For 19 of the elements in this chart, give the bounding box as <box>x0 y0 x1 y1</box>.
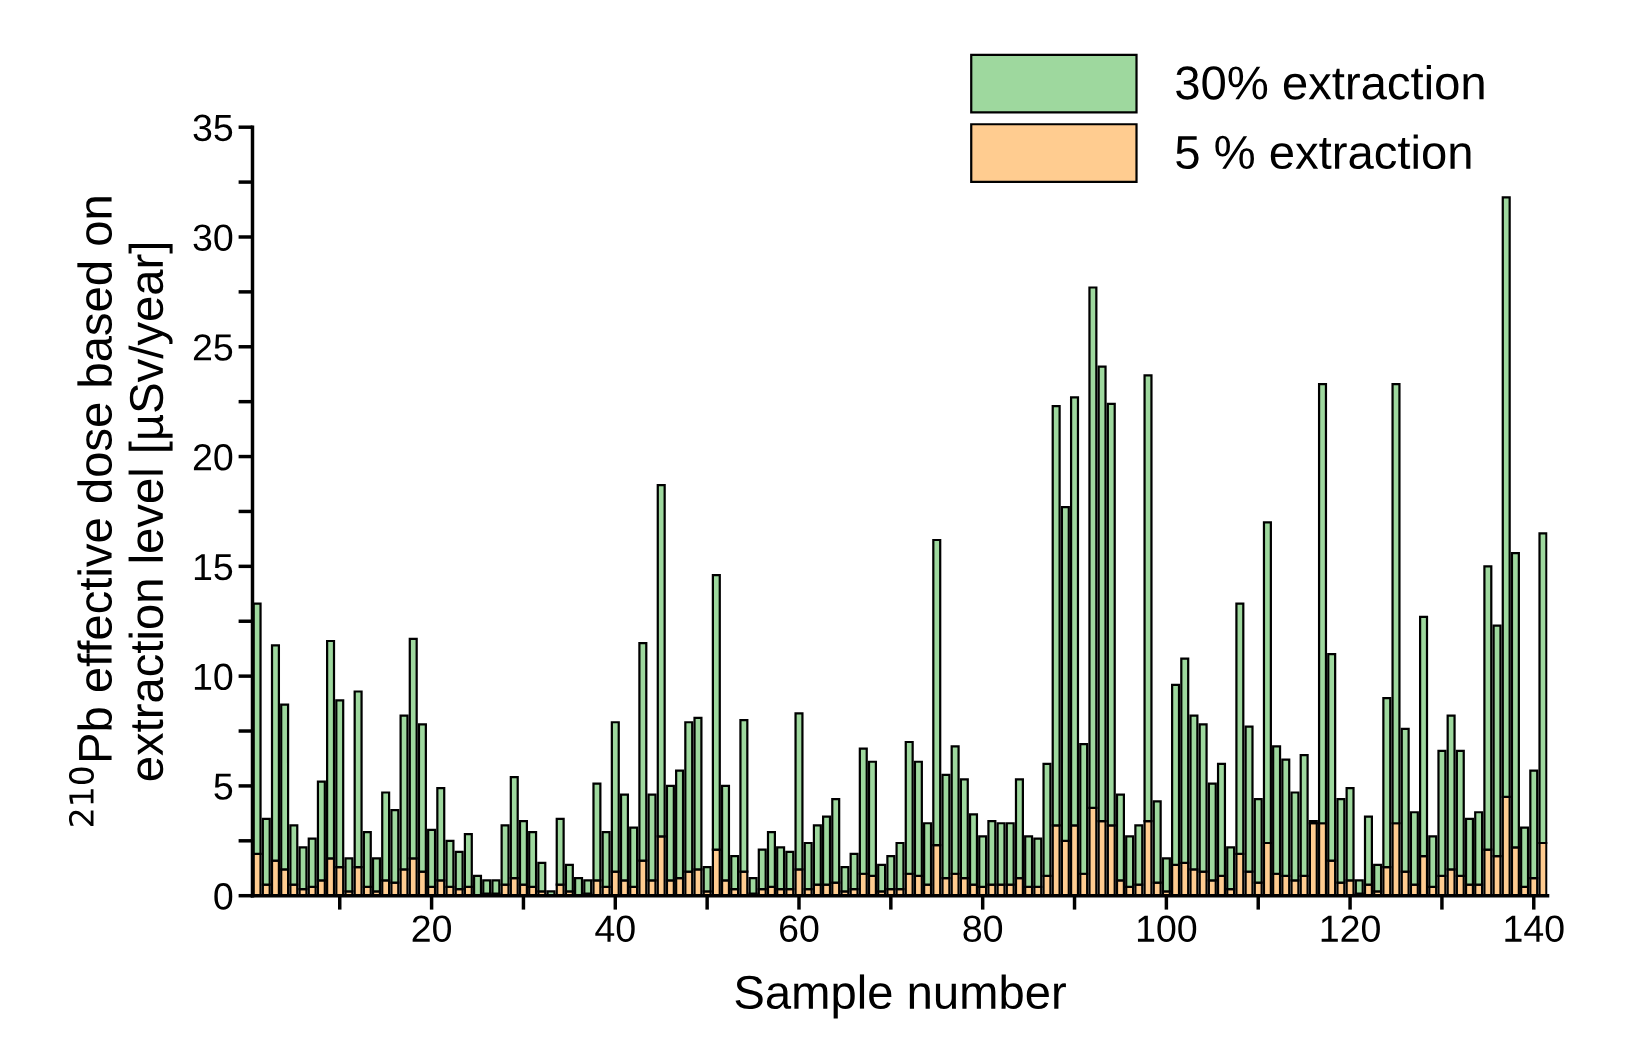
y-tick-label: 5 <box>214 773 233 800</box>
x-tick-label: 100 <box>1137 915 1197 942</box>
y-tick-label: 20 <box>193 443 233 471</box>
legend-label: 30% extraction <box>1176 65 1484 100</box>
legend-label: 5 % extraction <box>1176 134 1471 170</box>
x-tick-label: 140 <box>1505 915 1564 942</box>
x-tick-label: 40 <box>595 915 635 942</box>
y-tick-label: 30 <box>193 224 233 251</box>
x-tick-label: 80 <box>963 915 1003 942</box>
y-tick-label: 10 <box>194 663 233 691</box>
x-axis-title: Sample number <box>735 974 1066 1019</box>
y-tick-label: 0 <box>214 883 233 910</box>
y-axis-title: $^{210}$Pb effective dose based on extraction level [µSv/year] <box>68 197 173 826</box>
x-tick-label: 60 <box>780 915 819 942</box>
y-tick-label: 15 <box>194 554 233 581</box>
x-tick-label: 20 <box>412 915 451 942</box>
x-tick-label: 120 <box>1321 915 1380 942</box>
y-tick-label: 35 <box>193 114 233 142</box>
y-tick-label: 25 <box>193 334 233 361</box>
